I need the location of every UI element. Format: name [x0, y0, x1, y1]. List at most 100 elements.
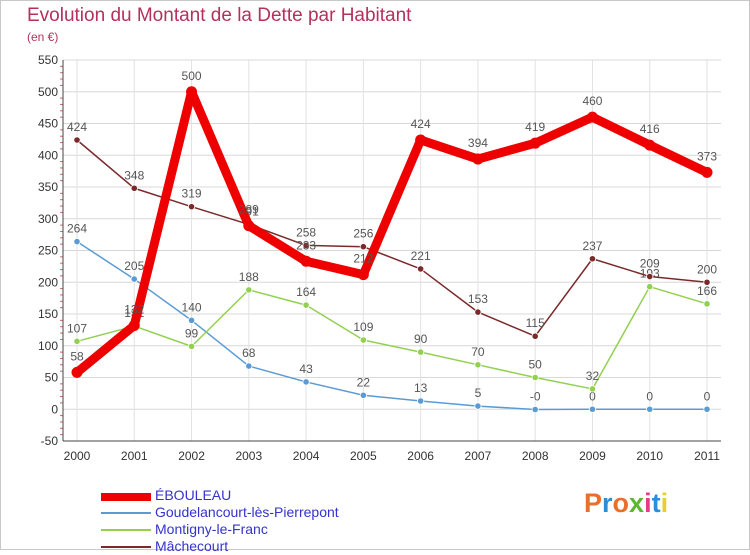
data-label: 50 — [529, 358, 543, 372]
chart-subtitle: (en €) — [27, 30, 59, 44]
data-point — [186, 86, 198, 98]
data-point — [531, 332, 539, 340]
data-point — [245, 362, 253, 370]
data-point — [586, 111, 598, 123]
legend-item-montigny: Montigny-le-Franc — [101, 521, 441, 538]
data-point — [302, 241, 310, 250]
data-point — [588, 385, 597, 393]
y-tick-label: 100 — [38, 339, 58, 353]
series-line-0 — [76, 240, 708, 411]
data-point — [646, 405, 654, 413]
series-line-1 — [76, 285, 708, 390]
y-tick-label: 450 — [38, 117, 58, 131]
data-label: 166 — [697, 284, 717, 298]
brand-logo: Proxiti — [584, 488, 668, 519]
legend-item-goudelancourt: Goudelancourt-lès-Pierrepont — [101, 504, 441, 521]
y-tick-label: 200 — [38, 275, 58, 289]
data-label: 153 — [468, 292, 488, 306]
y-tick-label: 50 — [45, 371, 59, 385]
data-point — [359, 391, 367, 399]
y-tick-label: 350 — [38, 180, 58, 194]
data-label: 132 — [124, 302, 144, 316]
data-point — [73, 337, 81, 345]
data-label: 58 — [70, 349, 84, 363]
legend-label-machecourt: Mâchecourt — [155, 538, 229, 554]
x-tick-label: 2004 — [293, 449, 320, 463]
data-point — [531, 373, 539, 382]
y-tick-label: 400 — [38, 148, 58, 162]
data-point — [187, 203, 196, 211]
data-point — [417, 348, 425, 356]
data-label: 115 — [526, 316, 545, 330]
data-label: 373 — [697, 149, 717, 163]
legend-label-montigny: Montigny-le-Franc — [155, 521, 268, 537]
data-label: 109 — [353, 320, 373, 334]
data-point — [302, 378, 310, 386]
legend-swatch-machecourt — [101, 546, 151, 548]
x-tick-label: 2002 — [178, 449, 205, 463]
brand-letter: x — [629, 488, 645, 518]
data-label: 237 — [582, 239, 602, 253]
data-label: 200 — [697, 262, 717, 276]
data-label: 424 — [67, 120, 87, 134]
data-point — [646, 283, 654, 291]
data-label: -0 — [530, 390, 541, 404]
data-point — [357, 269, 369, 281]
data-label: 221 — [411, 249, 431, 263]
data-label: 258 — [296, 225, 316, 239]
data-point — [415, 134, 427, 146]
series-line-2 — [76, 139, 708, 337]
data-label: 32 — [586, 369, 600, 383]
data-point — [701, 166, 713, 178]
data-label: 205 — [124, 259, 144, 273]
data-point — [472, 153, 484, 165]
brand-letter: i — [644, 488, 652, 518]
data-label: 289 — [239, 203, 259, 217]
data-point — [474, 308, 482, 316]
data-label: 256 — [353, 227, 373, 241]
data-label: 209 — [640, 257, 660, 271]
x-tick-label: 2010 — [636, 449, 663, 463]
data-point — [531, 405, 539, 414]
data-label: 233 — [296, 238, 316, 252]
data-point — [187, 316, 196, 324]
data-label: 264 — [67, 222, 87, 236]
data-label: 188 — [239, 270, 259, 284]
data-label: 0 — [704, 389, 711, 403]
data-point — [703, 278, 711, 286]
data-label: 43 — [299, 362, 313, 376]
x-tick-label: 2009 — [579, 449, 606, 463]
y-tick-label: 150 — [38, 307, 58, 321]
data-point — [359, 243, 367, 251]
data-point — [73, 238, 81, 246]
data-label: 90 — [414, 332, 428, 346]
legend-swatch-montigny — [101, 529, 151, 531]
data-point — [243, 220, 255, 232]
data-point — [417, 397, 425, 405]
data-label: 424 — [411, 117, 431, 131]
data-point — [588, 255, 597, 263]
data-point — [187, 342, 196, 350]
data-point — [302, 301, 310, 309]
data-point — [474, 402, 482, 410]
data-point — [588, 405, 597, 413]
data-label: 0 — [646, 389, 653, 403]
data-label: 460 — [582, 94, 602, 108]
legend-item-ebouleau: ÉBOULEAU — [101, 487, 441, 504]
data-label: 22 — [357, 375, 371, 389]
data-point — [529, 137, 541, 149]
x-tick-label: 2005 — [350, 449, 377, 463]
brand-letter: t — [651, 488, 661, 518]
brand-letter: o — [612, 488, 630, 518]
series-line-3 — [72, 87, 712, 377]
data-label: 419 — [525, 120, 545, 134]
legend-item-machecourt: Mâchecourt — [101, 538, 441, 555]
data-point — [359, 336, 367, 344]
data-label: 212 — [353, 252, 373, 266]
data-point — [245, 286, 253, 294]
data-point — [644, 139, 656, 151]
brand-letter: r — [602, 488, 613, 518]
brand-letter: i — [660, 488, 669, 518]
data-label: 319 — [182, 187, 202, 201]
